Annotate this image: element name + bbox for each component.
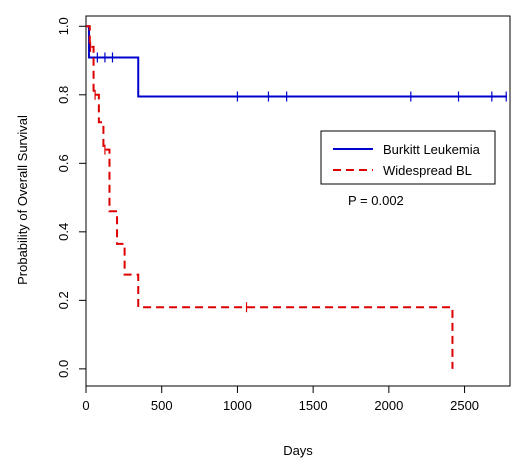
x-tick-label: 500 xyxy=(151,398,173,413)
y-tick-label: 0.2 xyxy=(56,291,71,309)
legend-entry-label: Widespread BL xyxy=(383,163,472,178)
series-line-burkitt-leukemia xyxy=(86,25,507,98)
p-value-annotation: P = 0.002 xyxy=(348,193,404,208)
x-axis-label: Days xyxy=(283,443,313,458)
y-axis-label: Probability of Overall Survival xyxy=(15,115,30,285)
series-line-widespread-bl xyxy=(86,25,454,369)
x-tick-label: 2500 xyxy=(450,398,479,413)
y-tick-label: 0.8 xyxy=(56,86,71,104)
plot-frame xyxy=(85,15,511,387)
y-tick-label: 0.6 xyxy=(56,154,71,172)
legend-entry-label: Burkitt Leukemia xyxy=(383,142,481,157)
x-tick-label: 0 xyxy=(82,398,89,413)
y-tick-label: 0.0 xyxy=(56,360,71,378)
x-tick-label: 2000 xyxy=(374,398,403,413)
legend: Burkitt Leukemia Widespread BL xyxy=(320,130,496,185)
legend-box xyxy=(320,130,496,185)
y-tick-label: 1.0 xyxy=(56,17,71,35)
x-tick-label: 1000 xyxy=(223,398,252,413)
y-tick-label: 0.4 xyxy=(56,223,71,241)
x-tick-label: 1500 xyxy=(299,398,328,413)
